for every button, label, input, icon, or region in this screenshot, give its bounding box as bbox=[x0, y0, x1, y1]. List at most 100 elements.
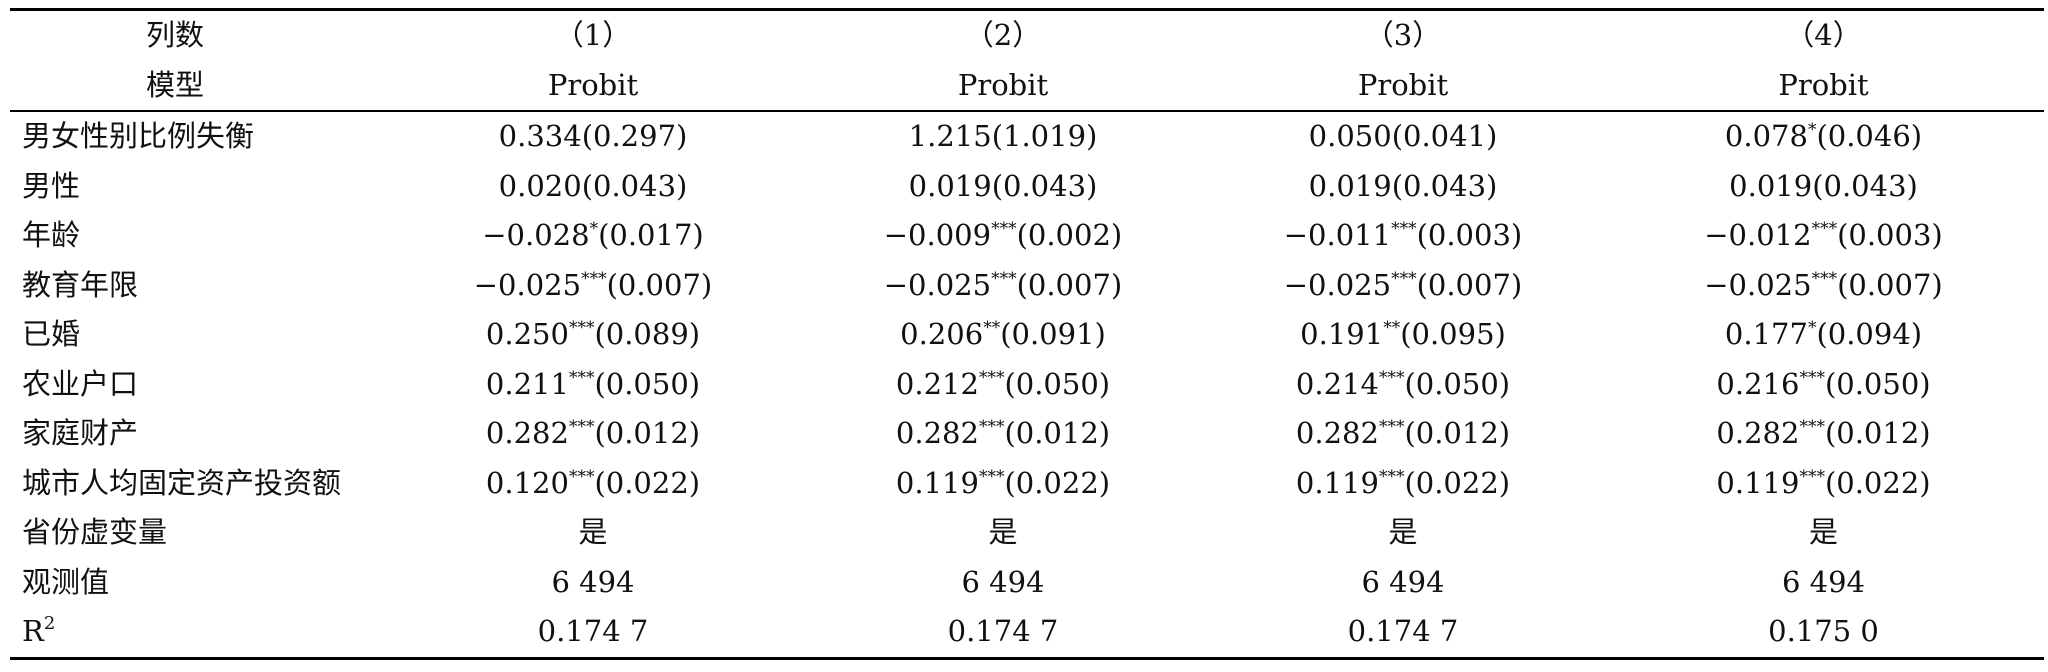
coefficient-value: 0.120 bbox=[485, 465, 569, 500]
standard-error: (0.012) bbox=[1404, 416, 1511, 451]
standard-error: (0.094) bbox=[1816, 317, 1923, 352]
coefficient-value: −0.028 bbox=[482, 218, 590, 253]
standard-error: (0.022) bbox=[594, 465, 701, 500]
coefficient-value: −0.025 bbox=[1704, 267, 1812, 302]
coefficient-cell: 0.282***(0.012) bbox=[383, 409, 803, 459]
coefficient-cell: 0.206**(0.091) bbox=[803, 310, 1203, 360]
regression-table: 列数 （1） （2） （3） （4） 模型 Probit Probit Prob… bbox=[10, 8, 2044, 660]
variable-label: 观测值 bbox=[10, 558, 383, 608]
coefficient-cell: 0.119***(0.022) bbox=[1603, 459, 2044, 509]
standard-error: (0.012) bbox=[1004, 416, 1111, 451]
coefficient-cell: 0.191**(0.095) bbox=[1203, 310, 1603, 360]
significance-stars: *** bbox=[581, 268, 607, 289]
columns-row: 列数 （1） （2） （3） （4） bbox=[10, 8, 2044, 61]
coefficient-value: 0.078 bbox=[1724, 119, 1808, 154]
value-cell: 6 494 bbox=[551, 564, 635, 599]
coefficient-value: 0.216 bbox=[1716, 366, 1800, 401]
variable-label: 省份虚变量 bbox=[10, 508, 383, 558]
significance-stars: * bbox=[589, 219, 599, 240]
variable-label-text: 观测值 bbox=[22, 564, 110, 599]
coefficient-cell: −0.025***(0.007) bbox=[1203, 261, 1603, 311]
coefficient-cell: 0.177*(0.094) bbox=[1603, 310, 2044, 360]
value-cell: 0.174 7 bbox=[1203, 607, 1603, 660]
standard-error: (0.297) bbox=[581, 119, 688, 154]
coefficient-cell: 0.282***(0.012) bbox=[1203, 409, 1603, 459]
table-row: 男性 0.020(0.043) 0.019(0.043) 0.019(0.043) 0.… bbox=[10, 162, 2044, 212]
standard-error: (0.046) bbox=[1816, 119, 1923, 154]
coefficient-cell: −0.025***(0.007) bbox=[1603, 261, 2044, 311]
table-row: 城市人均固定资产投资额 0.120***(0.022) 0.119***(0.022… bbox=[10, 459, 2044, 509]
coefficient-cell: 0.120***(0.022) bbox=[383, 459, 803, 509]
standard-error: (0.043) bbox=[1812, 168, 1918, 203]
value-cell: 6 494 bbox=[1361, 564, 1445, 599]
coefficient-cell: −0.025***(0.007) bbox=[803, 261, 1203, 311]
column-number: （1） bbox=[383, 8, 803, 61]
significance-stars: *** bbox=[568, 367, 595, 388]
standard-error: (0.091) bbox=[1000, 317, 1106, 352]
coefficient-value: 0.191 bbox=[1300, 317, 1384, 352]
significance-stars: *** bbox=[1378, 466, 1405, 487]
coefficient-cell: 0.019(0.043) bbox=[1203, 162, 1603, 212]
coefficient-cell: 0.211***(0.050) bbox=[383, 360, 803, 410]
significance-stars: *** bbox=[1799, 367, 1825, 388]
coefficient-value: 0.019 bbox=[1308, 168, 1392, 203]
standard-error: (0.002) bbox=[1016, 218, 1123, 253]
variable-label: R2 bbox=[10, 607, 383, 660]
coefficient-value: −0.011 bbox=[1283, 218, 1392, 253]
standard-error: (0.022) bbox=[1824, 465, 1931, 500]
column-number: （2） bbox=[803, 8, 1203, 61]
coefficient-value: 0.212 bbox=[895, 366, 979, 401]
coefficient-value: 0.211 bbox=[485, 366, 569, 401]
standard-error: (0.012) bbox=[594, 416, 701, 451]
coefficient-cell: −0.011***(0.003) bbox=[1203, 211, 1603, 261]
standard-error: (0.022) bbox=[1404, 465, 1511, 500]
column-number: （3） bbox=[1203, 8, 1603, 61]
coefficient-value: −0.025 bbox=[883, 267, 992, 302]
coefficient-cell: 0.019(0.043) bbox=[1603, 162, 2044, 212]
coefficient-cell: 0.020(0.043) bbox=[383, 162, 803, 212]
variable-label: 教育年限 bbox=[22, 267, 139, 302]
model-label: 模型 bbox=[10, 60, 383, 112]
coefficient-value: 0.050 bbox=[1308, 119, 1392, 154]
standard-error: (0.017) bbox=[598, 218, 704, 253]
significance-stars: *** bbox=[991, 268, 1017, 289]
table-row: 男女性别比例失衡 0.334(0.297) 1.215(1.019) 0.050(0.… bbox=[10, 111, 2044, 162]
coefficient-cell: 0.019(0.043) bbox=[803, 162, 1203, 212]
coefficient-value: 1.215 bbox=[908, 119, 992, 154]
table-row: 年龄 −0.028*(0.017) −0.009***(0.002) −0.011**… bbox=[10, 211, 2044, 261]
significance-stars: *** bbox=[1378, 367, 1405, 388]
coefficient-value: 0.282 bbox=[895, 416, 979, 451]
standard-error: (0.050) bbox=[1004, 366, 1111, 401]
standard-error: (0.043) bbox=[1391, 168, 1498, 203]
value-cell: 是 bbox=[1808, 515, 1838, 550]
significance-stars: ** bbox=[983, 318, 1001, 339]
model-name: Probit bbox=[803, 60, 1203, 112]
coefficient-value: 0.019 bbox=[908, 168, 992, 203]
significance-stars: ** bbox=[1383, 318, 1401, 339]
coefficient-cell: 0.250***(0.089) bbox=[383, 310, 803, 360]
table-row: 教育年限 −0.025***(0.007) −0.025***(0.007) −0.0… bbox=[10, 261, 2044, 311]
coefficient-cell: 0.282***(0.012) bbox=[803, 409, 1203, 459]
coefficient-cell: 0.334(0.297) bbox=[383, 111, 803, 162]
standard-error: (0.022) bbox=[1004, 465, 1111, 500]
variable-label-text: R bbox=[22, 614, 44, 649]
significance-stars: * bbox=[1807, 120, 1817, 141]
coefficient-value: 0.019 bbox=[1729, 168, 1813, 203]
table-row: 已婚 0.250***(0.089) 0.206**(0.091) 0.191**(0… bbox=[10, 310, 2044, 360]
standard-error: (0.007) bbox=[606, 267, 713, 302]
coefficient-value: 0.282 bbox=[1295, 416, 1379, 451]
model-name: Probit bbox=[1203, 60, 1603, 112]
coefficient-cell: −0.025***(0.007) bbox=[383, 261, 803, 311]
coefficient-cell: 0.216***(0.050) bbox=[1603, 360, 2044, 410]
value-cell: 0.174 7 bbox=[803, 607, 1203, 660]
standard-error: (0.007) bbox=[1837, 267, 1943, 302]
variable-label: 男女性别比例失衡 bbox=[22, 119, 255, 154]
coefficient-value: −0.009 bbox=[883, 218, 992, 253]
model-name: Probit bbox=[383, 60, 803, 112]
coefficient-cell: 0.282***(0.012) bbox=[1603, 409, 2044, 459]
standard-error: (0.050) bbox=[1824, 366, 1931, 401]
standard-error: (0.007) bbox=[1416, 267, 1523, 302]
significance-stars: * bbox=[1807, 318, 1817, 339]
coefficient-value: 0.119 bbox=[1295, 465, 1379, 500]
table-row: 家庭财产 0.282***(0.012) 0.282***(0.012) 0.282*… bbox=[10, 409, 2044, 459]
